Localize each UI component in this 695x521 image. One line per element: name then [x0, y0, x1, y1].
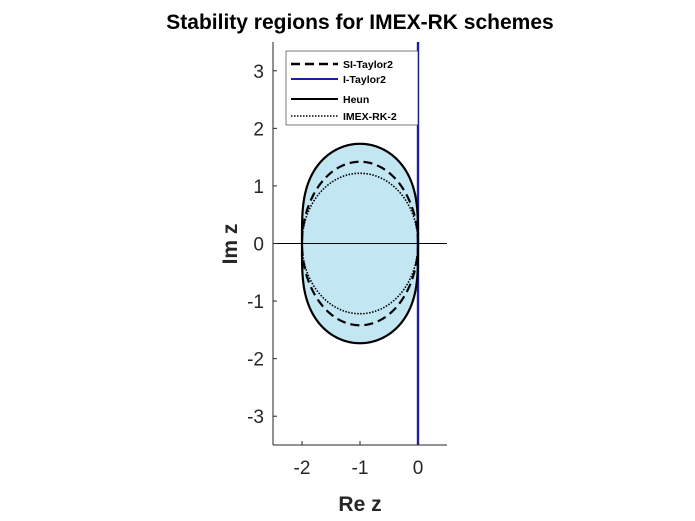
y-tick-label: 0: [253, 235, 264, 256]
series-line-heun: [300, 142, 420, 345]
y-tick-label: -3: [247, 407, 264, 428]
y-tick-label: 2: [253, 119, 264, 140]
y-tick-label: -2: [247, 350, 264, 371]
y-axis-label: Im z: [219, 224, 242, 265]
x-tick-label: -2: [294, 458, 311, 479]
series-line-si-taylor2: [300, 160, 420, 327]
y-tick-label: 3: [253, 62, 264, 83]
chart-title: Stability regions for IMEX-RK schemes: [166, 11, 553, 34]
legend-label-imex-rk-2: IMEX-RK-2: [343, 111, 397, 123]
x-tick-label: 0: [413, 458, 424, 479]
legend-label-heun: Heun: [343, 94, 369, 106]
legend-label-si-taylor2: SI-Taylor2: [343, 59, 393, 71]
legend-label-i-taylor2: I-Taylor2: [343, 74, 386, 86]
x-tick-label: -1: [352, 458, 369, 479]
ticks-layer: -2 -1 0 -3 -2 -1 0 1 2 3: [247, 62, 423, 479]
series-line-imex-rk-2: [301, 172, 419, 315]
y-tick-label: 1: [253, 177, 264, 198]
data-layer: [273, 42, 447, 445]
legend: SI-Taylor2 I-Taylor2 Heun IMEX-RK-2: [285, 50, 419, 126]
x-axis-label: Re z: [338, 493, 381, 516]
y-tick-label: -1: [247, 292, 264, 313]
